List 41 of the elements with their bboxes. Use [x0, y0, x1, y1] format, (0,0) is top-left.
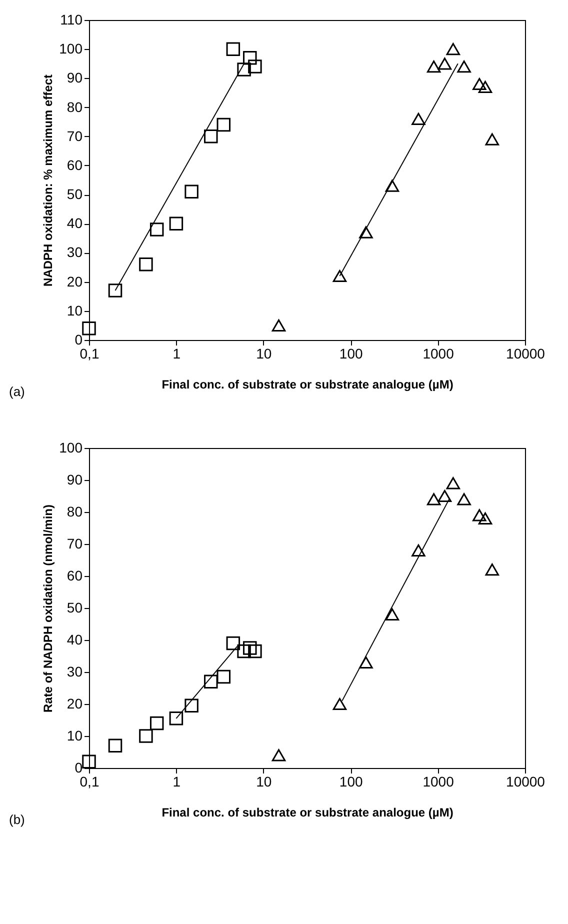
y-tick-label: 0: [74, 332, 83, 348]
y-axis-title: Rate of NADPH oxidation (nmol/min): [41, 504, 56, 712]
x-tick-label: 1: [172, 346, 181, 362]
y-tick-label: 50: [66, 186, 83, 202]
x-tick-label: 100: [339, 774, 363, 790]
y-tick-label: 110: [60, 12, 83, 28]
y-tick-label: 50: [66, 600, 83, 616]
y-tick-label: 90: [66, 472, 83, 488]
x-tick-label: 1: [172, 774, 181, 790]
y-tick-label: 80: [66, 504, 83, 520]
x-tick-label: 10000: [506, 774, 546, 790]
x-tick-label: 100: [339, 346, 363, 362]
y-tick-label: 10: [66, 302, 83, 318]
y-tick-label: 0: [74, 760, 83, 776]
x-tick-label: 10: [256, 346, 272, 362]
x-axis-title: Final conc. of substrate or substrate analogue (µM): [162, 806, 454, 820]
y-tick-label: 30: [66, 664, 83, 680]
x-tick-label: 10000: [506, 346, 546, 362]
y-tick-label: 30: [66, 244, 83, 260]
y-tick-label: 20: [66, 696, 83, 712]
x-tick-label: 1000: [422, 774, 454, 790]
text: (a): [9, 384, 25, 399]
x-tick-label: 0,1: [80, 774, 100, 790]
y-tick-label: 60: [66, 568, 83, 584]
y-tick-label: 40: [66, 632, 83, 648]
x-tick-label: 1000: [422, 346, 454, 362]
y-axis-title: NADPH oxidation: % maximum effect: [41, 74, 56, 287]
y-tick-label: 10: [66, 728, 83, 744]
text: (b): [9, 812, 25, 827]
y-tick-label: 20: [66, 273, 83, 290]
x-tick-label: 10: [256, 774, 272, 790]
y-tick-label: 90: [66, 70, 83, 86]
y-tick-label: 100: [59, 440, 83, 456]
y-tick-label: 100: [59, 40, 83, 57]
y-tick-label: 70: [66, 536, 83, 552]
y-tick-label: 60: [66, 156, 83, 173]
x-axis-title: Final conc. of substrate or substrate analogue (µM): [162, 378, 454, 392]
y-tick-label: 70: [66, 128, 83, 144]
y-tick-label: 80: [66, 98, 83, 115]
y-tick-label: 40: [66, 215, 83, 232]
x-tick-label: 0,1: [80, 346, 100, 362]
